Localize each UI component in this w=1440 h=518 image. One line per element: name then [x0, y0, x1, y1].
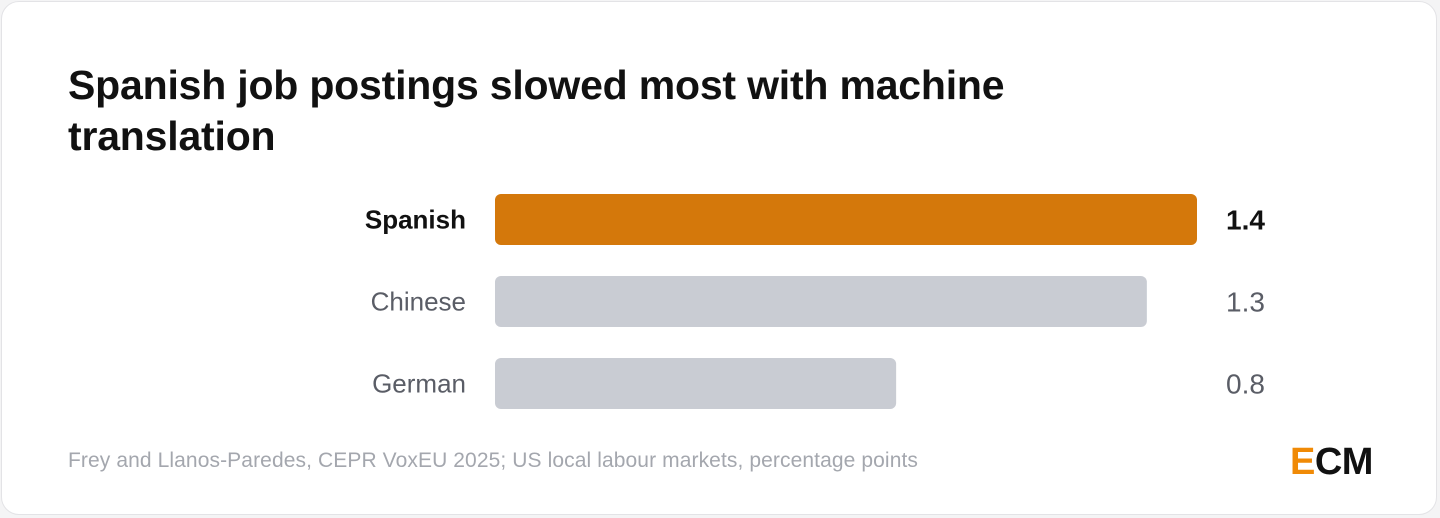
bar-chinese — [495, 276, 1147, 327]
category-label-german: German — [372, 369, 466, 399]
value-label-spanish: 1.4 — [1226, 205, 1265, 236]
bar-german — [495, 358, 897, 409]
logo-letter-e: E — [1290, 441, 1315, 483]
ecm-logo: ECM — [1290, 442, 1373, 482]
category-label-spanish: Spanish — [365, 205, 466, 235]
value-label-german: 0.8 — [1226, 369, 1265, 400]
source-note: Frey and Llanos-Paredes, CEPR VoxEU 2025… — [68, 449, 919, 472]
bar-spanish — [495, 194, 1197, 245]
category-label-chinese: Chinese — [371, 287, 466, 317]
logo-letters-cm: CM — [1314, 441, 1374, 483]
value-label-chinese: 1.3 — [1226, 287, 1265, 318]
chart-title: Spanish job postings slowed most with ma… — [68, 62, 1005, 159]
